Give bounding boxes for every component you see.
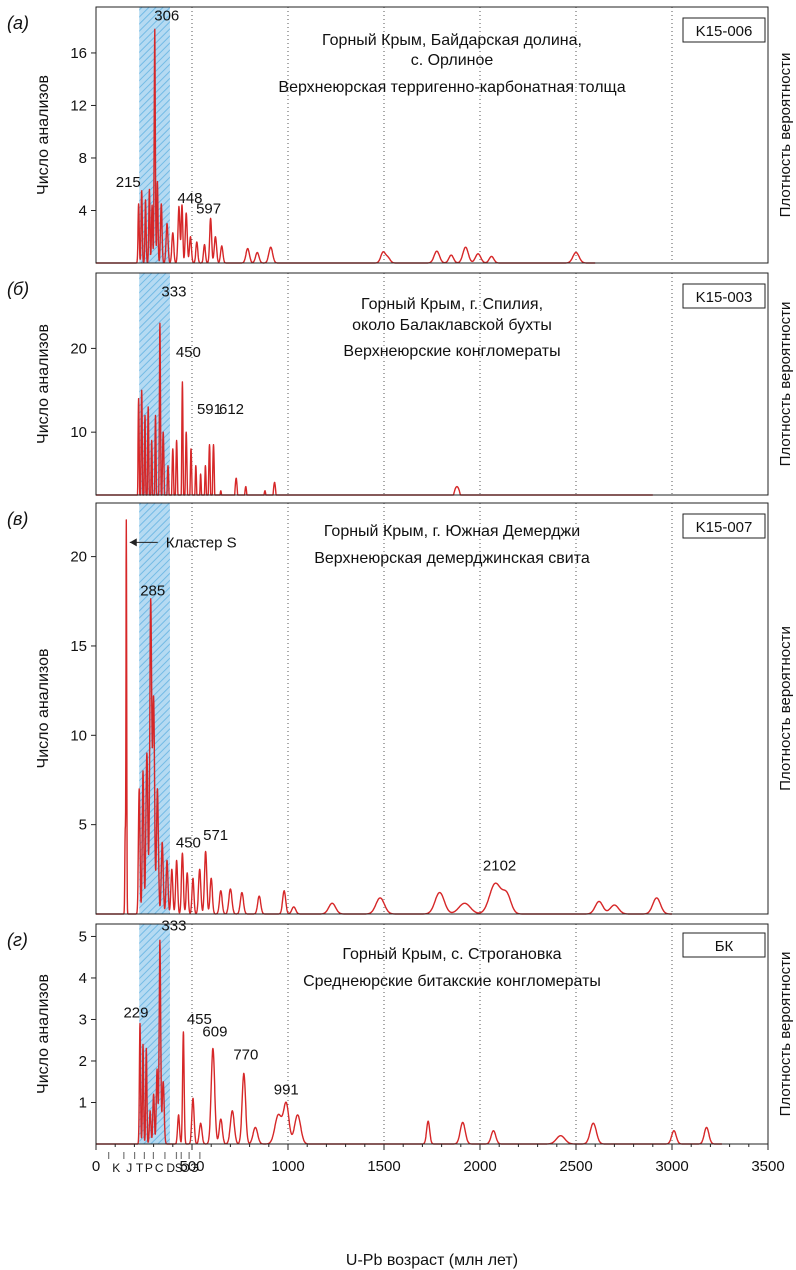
period-letter: K (112, 1161, 120, 1175)
y-axis-label: Число анализов (35, 324, 52, 444)
plot-frame (95, 502, 769, 915)
period-letter: O (181, 1161, 190, 1175)
y-tick-label: 5 (79, 817, 87, 834)
y-tick-label: 4 (79, 202, 87, 219)
probability-curve (95, 939, 723, 1145)
x-tick-label: 2000 (463, 1158, 496, 1175)
sample-box (682, 513, 766, 539)
period-scale: K J T P C D SO Э (108, 1152, 201, 1175)
peak-label: 612 (219, 401, 244, 418)
y2-axis-label: Плотность вероятности (777, 952, 794, 1117)
chart-title-line: Горный Крым, Байдарская долина, (322, 32, 582, 49)
sample-box (682, 932, 766, 958)
chart-title-line: Горный Крым, с. Строгановка (342, 946, 561, 963)
y-tick-label: 2 (79, 1053, 87, 1070)
period-letter: T (136, 1161, 144, 1175)
peak-label: 448 (178, 190, 203, 207)
y-tick-label: 8 (79, 150, 87, 167)
chart-title-line: Среднеюрские битакские конгломераты (303, 973, 601, 990)
annotation-label: Кластер S (166, 534, 237, 551)
chart-panel-4: 1 2 3 4 5 Число анализов Плотность вероятности… (7, 917, 794, 1145)
sample-box (682, 17, 766, 43)
y-tick-label: 10 (70, 727, 87, 744)
peak-label: 597 (196, 201, 221, 218)
period-letter: S (175, 1161, 183, 1175)
chart-title-line: Горный Крым, г. Южная Демерджи (324, 523, 580, 540)
period-letter: D (166, 1161, 175, 1175)
chart-panel-1: 4 8 12 16 Число анализов Плотность вероятност… (7, 6, 794, 264)
chart-title-line: с. Орлиное (411, 52, 494, 69)
probability-curve (95, 28, 596, 264)
x-tick-label: 0 (92, 1158, 100, 1175)
y-tick-label: 3 (79, 1011, 87, 1028)
plot-frame (95, 6, 769, 264)
sample-id: K15-006 (696, 23, 753, 40)
chart-panel-3: 5 10 15 20 Число анализов Плотность вероятнос… (7, 502, 794, 915)
x-tick-label: 500 (179, 1158, 204, 1175)
x-tick-label: 1500 (367, 1158, 400, 1175)
peak-label: 450 (176, 344, 201, 361)
sample-id: K15-003 (696, 289, 753, 306)
annotation-arrowhead (129, 538, 137, 547)
peak-label: 215 (116, 174, 141, 191)
panel-label: (в) (7, 509, 28, 529)
chart-title-line: Верхнеюрские конгломераты (343, 343, 560, 360)
y-tick-label: 12 (70, 97, 87, 114)
peak-label: 571 (203, 827, 228, 844)
chart-title-line: Верхнеюрская демерджинская свита (314, 550, 590, 567)
period-letter: C (155, 1161, 164, 1175)
panel-label: (б) (7, 279, 29, 299)
x-tick-label: 2500 (559, 1158, 592, 1175)
y-tick-label: 20 (70, 549, 87, 566)
peak-label: 306 (154, 8, 179, 25)
x-tick-label: 1000 (271, 1158, 304, 1175)
chart-title-line: около Балаклавской бухты (352, 317, 552, 334)
peak-label: 2102 (483, 857, 516, 874)
x-tick-label: 3000 (655, 1158, 688, 1175)
y-tick-label: 10 (70, 424, 87, 441)
y-tick-label: 1 (79, 1094, 87, 1111)
y2-axis-label: Плотность вероятности (777, 302, 794, 467)
y-axis-label: Число анализов (35, 974, 52, 1094)
y-axis-label: Число анализов (35, 75, 52, 195)
peak-label: 609 (202, 1023, 227, 1040)
period-letter: J (126, 1161, 132, 1175)
y-tick-label: 15 (70, 638, 87, 655)
y-axis-label: Число анализов (35, 649, 52, 769)
peak-label: 991 (274, 1081, 299, 1098)
x-tick-label: 3500 (751, 1158, 784, 1175)
chart-panel-2: 10 20 Число анализов Плотность вероятности (… (7, 272, 794, 496)
x-axis-label: U-Pb возраст (млн лет) (346, 1252, 518, 1269)
y-tick-label: 20 (70, 340, 87, 357)
chart-title-line: Горный Крым, г. Спилия, (361, 296, 543, 313)
period-letter: Э (190, 1161, 199, 1175)
peak-label: 770 (233, 1046, 258, 1063)
sample-id: БК (715, 938, 734, 955)
panel-label: (г) (7, 930, 28, 950)
panel-label: (а) (7, 13, 29, 33)
x-axis: 0 500 1000 1500 2000 2500 3000 3500 U-Pb возраст… (92, 1144, 785, 1269)
y-tick-label: 5 (79, 928, 87, 945)
period-letter: P (145, 1161, 153, 1175)
peak-label: 229 (123, 1005, 148, 1022)
sample-id: K15-007 (696, 519, 753, 536)
y-tick-label: 16 (70, 45, 87, 62)
peak-label: 591 (197, 401, 222, 418)
plot-frame (95, 923, 769, 1145)
y2-axis-label: Плотность вероятности (777, 53, 794, 218)
peak-label: 455 (187, 1011, 212, 1028)
plot-frame (95, 272, 769, 496)
peak-label: 333 (161, 917, 186, 934)
peak-label: 450 (176, 834, 201, 851)
sample-box (682, 283, 766, 309)
peak-label: 285 (140, 582, 165, 599)
chart-title-line: Верхнеюрская терригенно-карбонатная толщ… (278, 79, 625, 96)
y-tick-label: 4 (79, 970, 87, 987)
peak-label: 333 (161, 283, 186, 300)
y2-axis-label: Плотность вероятности (777, 626, 794, 791)
